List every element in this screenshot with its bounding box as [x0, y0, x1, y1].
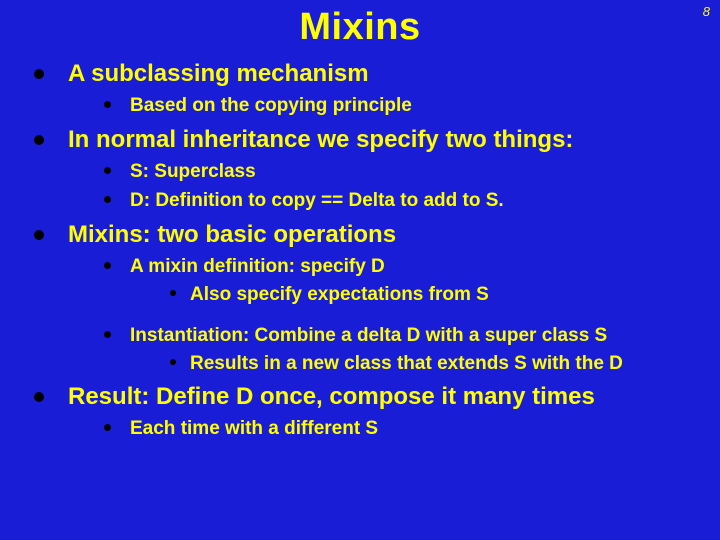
list-item: Result: Define D once, compose it many t… [28, 382, 692, 442]
list-item: Each time with a different S [94, 416, 692, 442]
item-text: S: Superclass [130, 161, 256, 182]
bullet-list: A subclassing mechanism Based on the cop… [28, 59, 692, 442]
list-item: Also specify expectations from S [160, 282, 692, 308]
list-item: Mixins: two basic operations A mixin def… [28, 220, 692, 377]
list-item: S: Superclass [94, 159, 692, 185]
item-text: Also specify expectations from S [190, 284, 489, 305]
item-text: In normal inheritance we specify two thi… [68, 126, 573, 153]
slide: 8 Mixins A subclassing mechanism Based o… [0, 0, 720, 540]
list-item: Results in a new class that extends S wi… [160, 351, 692, 377]
slide-title: Mixins [28, 6, 692, 49]
list-item: D: Definition to copy == Delta to add to… [94, 188, 692, 214]
list-item: A subclassing mechanism Based on the cop… [28, 59, 692, 119]
item-text: Result: Define D once, compose it many t… [68, 383, 595, 410]
list-item: In normal inheritance we specify two thi… [28, 125, 692, 214]
list-item: Instantiation: Combine a delta D with a … [94, 323, 692, 376]
item-text: Based on the copying principle [130, 95, 412, 116]
list-item: Based on the copying principle [94, 93, 692, 119]
page-number: 8 [703, 4, 710, 19]
item-text: D: Definition to copy == Delta to add to… [130, 190, 504, 211]
list-item: A mixin definition: specify D Also speci… [94, 254, 692, 307]
item-text: Mixins: two basic operations [68, 221, 396, 248]
item-text: A mixin definition: specify D [130, 256, 385, 277]
item-text: Instantiation: Combine a delta D with a … [130, 325, 607, 346]
item-text: Results in a new class that extends S wi… [190, 353, 623, 374]
item-text: A subclassing mechanism [68, 60, 369, 87]
item-text: Each time with a different S [130, 418, 378, 439]
